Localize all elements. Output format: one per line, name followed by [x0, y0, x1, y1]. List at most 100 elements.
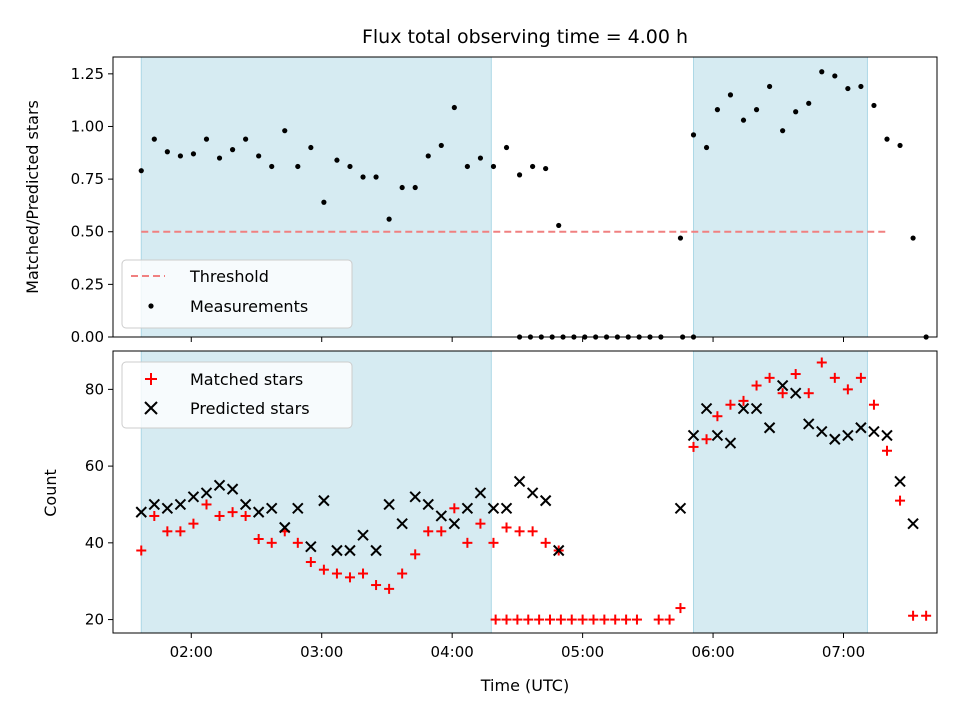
bottom-y-axis-label: Count — [41, 469, 60, 517]
bottom-series-1-point-22 — [422, 498, 434, 511]
bottom-series-0-point-35 — [512, 614, 523, 625]
top-series-0-point-17 — [360, 174, 366, 180]
bottom-axis-ticks: 02:00 03:00 04:00 05:00 06:00 07:00 20 40 60 80 — [85, 380, 865, 661]
bottom-series-1-point-37 — [724, 437, 737, 449]
bottom-series-1-point-25 — [461, 502, 474, 515]
bottom-series-0-point-44 — [610, 614, 621, 625]
top-series-0-point-52 — [714, 107, 721, 113]
legend-threshold-label: Threshold — [189, 267, 269, 286]
bottom-series-0-point-68 — [921, 610, 932, 621]
x-tick-label-5: 07:00 — [822, 643, 865, 661]
top-axis-ticks: 0.00 0.25 0.50 0.75 1.00 1.25 — [71, 65, 845, 346]
bottom-series-0-point-55 — [751, 380, 762, 391]
bottom-series-1-point-16 — [344, 544, 356, 557]
top-series-0-point-9 — [256, 153, 262, 159]
bottom-series-0-point-39 — [555, 614, 566, 625]
bottom-series-0-point-46 — [631, 614, 642, 625]
x-tick-label-3: 05:00 — [561, 643, 604, 661]
bottom-series-1-point-2 — [161, 502, 174, 515]
bottom-series-1-point-30 — [526, 487, 539, 499]
bottom-series-0-point-8 — [240, 510, 251, 521]
bottom-series-1-point-20 — [396, 517, 408, 530]
top-series-0-point-51 — [703, 144, 710, 151]
top-series-0-point-56 — [766, 83, 773, 90]
bottom-series-0-point-10 — [266, 537, 277, 548]
bottom-series-0-point-66 — [895, 495, 906, 506]
bottom-y-tick-label-0: 20 — [85, 611, 104, 629]
bottom-series-0-point-21 — [410, 549, 421, 560]
bottom-series-0-point-23 — [436, 526, 447, 537]
bottom-series-1-point-23 — [435, 510, 448, 522]
top-series-0-point-28 — [503, 144, 510, 151]
bottom-series-0-point-51 — [701, 434, 712, 445]
top-series-0-point-64 — [871, 102, 877, 109]
bottom-series-0-point-53 — [725, 399, 736, 410]
bottom-series-1-point-28 — [500, 502, 513, 515]
bottom-series-0-point-14 — [318, 564, 329, 575]
bottom-series-1-point-50 — [894, 475, 906, 488]
bottom-series-0-point-64 — [868, 399, 879, 410]
bottom-series-0-point-2 — [162, 526, 173, 537]
bottom-series-1-point-31 — [539, 494, 552, 507]
bottom-series-1-point-45 — [829, 433, 841, 445]
bottom-series-0-point-30 — [527, 526, 538, 537]
bottom-series-0-point-38 — [545, 614, 556, 625]
bottom-series-1-point-9 — [252, 506, 265, 518]
legend-matched-swatch — [145, 373, 157, 385]
top-series-0-point-55 — [753, 107, 760, 113]
bottom-panel: Count Time (UTC) 02:00 03:00 04:00 05:00 06:… — [41, 350, 938, 695]
bottom-series-1-point-47 — [855, 422, 867, 434]
top-series-0-point-8 — [243, 136, 249, 142]
bottom-series-0-point-18 — [371, 580, 382, 591]
top-series-0-point-20 — [399, 184, 405, 191]
top-series-0-point-26 — [477, 155, 484, 161]
bottom-series-1-point-11 — [279, 521, 291, 534]
bottom-series-1-point-24 — [448, 517, 461, 530]
bottom-series-0-point-57 — [777, 388, 788, 399]
bottom-series-1-point-43 — [803, 418, 815, 430]
top-series-0-point-58 — [793, 109, 799, 115]
bottom-plot-frame — [112, 350, 938, 634]
top-series-0-point-6 — [216, 155, 223, 161]
bottom-series-1-point-8 — [239, 498, 252, 511]
bottom-series-0-point-16 — [344, 572, 355, 583]
bottom-series-0-point-19 — [384, 583, 395, 594]
bottom-series-1-point-15 — [331, 544, 343, 557]
bottom-series-0-point-25 — [462, 537, 473, 548]
bottom-series-0-point-49 — [675, 603, 686, 614]
bottom-series-0-point-28 — [501, 522, 512, 533]
bottom-series-0-point-67 — [908, 610, 919, 621]
bottom-series-0-point-15 — [331, 568, 342, 579]
top-y-tick-label-2: 0.50 — [71, 223, 104, 241]
top-series-0-point-19 — [386, 216, 392, 222]
bottom-series-0-point-47 — [653, 614, 664, 625]
bottom-series-0-point-7 — [227, 507, 238, 518]
top-legend-box — [121, 259, 353, 329]
bottom-series-0-point-65 — [881, 445, 892, 456]
bottom-series-0-point-0 — [136, 545, 147, 556]
top-series-0-point-0 — [138, 168, 144, 174]
top-series-0-point-21 — [412, 184, 418, 191]
bottom-series-0-point-42 — [588, 614, 599, 625]
bottom-series-0-point-41 — [577, 614, 588, 625]
bottom-y-tick-label-3: 80 — [85, 380, 104, 398]
bottom-series-1-point-29 — [513, 475, 526, 488]
bottom-series-0-point-45 — [621, 614, 632, 625]
chart-title: Flux total observing time = 4.00 h — [362, 26, 688, 48]
top-data-marks — [138, 69, 929, 340]
legend-matched-label: Matched stars — [190, 370, 303, 389]
bottom-series-0-point-60 — [816, 357, 827, 368]
top-series-0-point-30 — [530, 163, 536, 170]
bottom-series-1-point-14 — [318, 494, 330, 507]
bottom-series-1-point-32 — [552, 544, 565, 557]
bottom-series-0-point-34 — [501, 614, 512, 625]
top-series-0-point-59 — [806, 100, 812, 106]
bottom-series-1-point-51 — [907, 517, 919, 530]
bottom-series-1-point-10 — [266, 502, 278, 515]
bottom-series-0-point-5 — [201, 499, 212, 510]
bottom-series-1-point-48 — [868, 425, 880, 438]
bottom-series-1-point-0 — [135, 506, 147, 518]
bottom-series-0-point-12 — [292, 537, 303, 548]
top-legend: Threshold Measurements — [121, 259, 353, 329]
